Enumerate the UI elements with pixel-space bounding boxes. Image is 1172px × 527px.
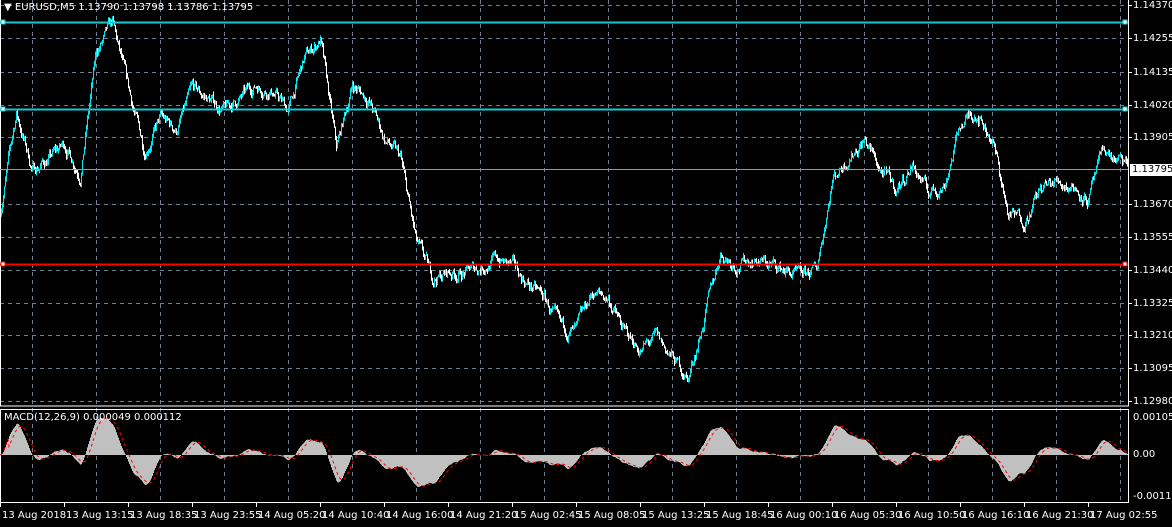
time-axis-label: 13 Aug 18:35: [130, 510, 198, 521]
time-axis-label: 14 Aug 16:00: [386, 510, 454, 521]
line-handle-left: [0, 106, 6, 112]
time-axis-label: 14 Aug 21:20: [450, 510, 518, 521]
macd-signal-value: 0.000112: [134, 412, 182, 423]
price-axis-label: 1.12980: [1133, 395, 1172, 407]
time-axis-label: 15 Aug 02:45: [514, 510, 582, 521]
time-axis-label: 15 Aug 08:05: [578, 510, 646, 521]
macd-pane-border: [0, 409, 1129, 503]
line-handle-left: [0, 19, 6, 25]
time-axis-label: 14 Aug 05:20: [258, 510, 326, 521]
line-handle-right: [1122, 106, 1128, 112]
price-axis-label: 1.13905: [1133, 131, 1172, 143]
price-axis-label: 1.14255: [1133, 32, 1172, 44]
macd-main-value: 0.000049: [83, 412, 131, 423]
time-axis-label: 15 Aug 13:25: [642, 510, 710, 521]
time-axis-label: 16 Aug 10:50: [898, 510, 966, 521]
collapse-triangle-icon[interactable]: ▼: [4, 2, 12, 13]
price-axis-label: 1.13555: [1133, 231, 1172, 243]
price-bars: [0, 15, 1128, 383]
time-axis-label: 16 Aug 00:10: [770, 510, 838, 521]
price-axis-label: 1.14020: [1133, 99, 1172, 111]
macd-title: MACD(12,26,9) 0.000049 0.000112: [4, 412, 182, 423]
high-value: 1.13798: [122, 2, 165, 13]
macd-axis-label: 0.001052: [1133, 412, 1172, 423]
close-value: 1.13795: [211, 2, 254, 13]
price-axis-label: 1.14135: [1133, 66, 1172, 78]
current-price-label: 1.13795: [1130, 163, 1172, 176]
time-axis-label: 16 Aug 21:30: [1026, 510, 1094, 521]
price-axis-label: 1.14370: [1133, 0, 1172, 11]
line-handle-right: [1122, 19, 1128, 25]
macd-signal-line: [0, 417, 1128, 487]
time-axis-label: 16 Aug 16:10: [962, 510, 1030, 521]
price-axis-label: 1.13095: [1133, 362, 1172, 374]
time-axis-label: 13 Aug 23:55: [194, 510, 262, 521]
time-axis-label: 14 Aug 10:40: [322, 510, 390, 521]
symbol-label: EURUSD,M5: [14, 2, 76, 13]
price-axis-label: 1.13210: [1133, 329, 1172, 341]
time-axis-label: 13 Aug 13:15: [66, 510, 134, 521]
line-handle-right: [1122, 261, 1128, 267]
macd-axis-label: -0.001193: [1133, 491, 1172, 502]
macd-name: MACD(12,26,9): [4, 412, 80, 423]
time-axis-label: 15 Aug 18:45: [706, 510, 774, 521]
time-axis-label: 13 Aug 2018: [2, 510, 67, 521]
line-handle-left: [0, 261, 6, 267]
chart-title: ▼ EURUSD,M5 1.13790 1.13798 1.13786 1.13…: [4, 2, 253, 13]
price-axis-label: 1.13325: [1133, 297, 1172, 309]
price-axis-label: 1.13670: [1133, 198, 1172, 210]
price-axis-label: 1.13440: [1133, 264, 1172, 276]
main-pane-border: [0, 0, 1129, 407]
time-axis-label: 16 Aug 05:30: [834, 510, 902, 521]
macd-histogram: [1, 418, 1128, 487]
macd-axis-label: 0.00: [1133, 449, 1156, 461]
open-value: 1.13790: [78, 2, 120, 13]
low-value: 1.13786: [167, 2, 209, 13]
time-axis-label: 17 Aug 02:55: [1090, 510, 1158, 521]
